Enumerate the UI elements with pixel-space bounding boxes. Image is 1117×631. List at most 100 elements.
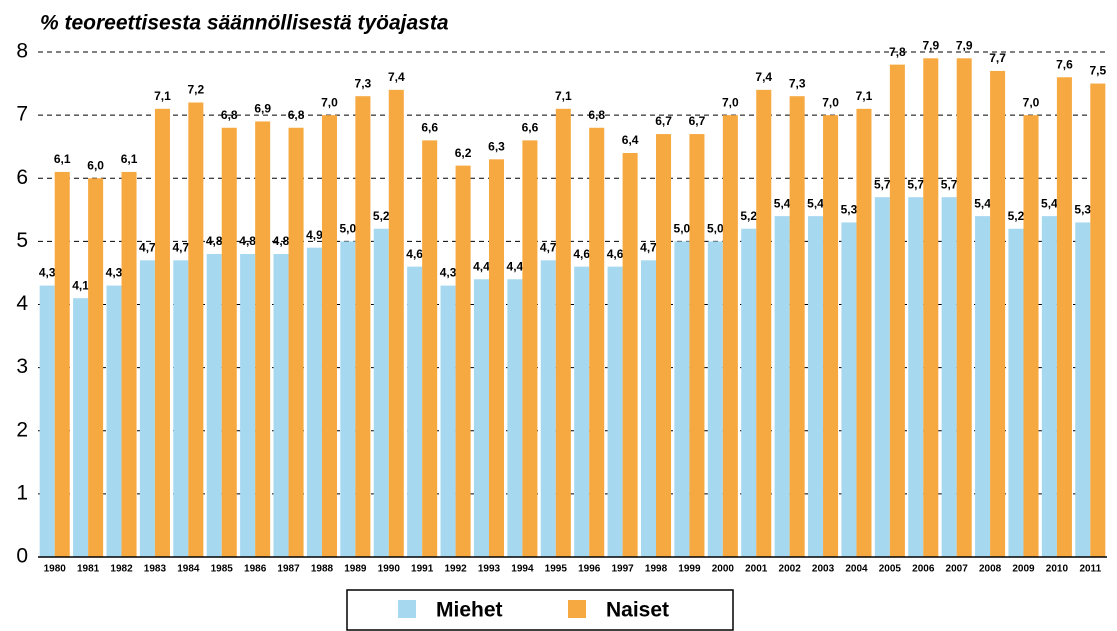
y-tick-label: 0	[16, 545, 28, 568]
data-label: 4,6	[573, 247, 590, 261]
bar	[923, 58, 939, 557]
bar	[206, 254, 222, 557]
bar	[574, 266, 590, 557]
bar	[841, 222, 857, 557]
data-label: 6,3	[488, 139, 505, 153]
bar	[1090, 83, 1106, 557]
bar	[674, 241, 690, 557]
x-tick-label: 2008	[979, 564, 1002, 575]
data-label: 4,3	[39, 266, 56, 280]
bar	[607, 266, 623, 557]
x-tick-label: 1987	[277, 564, 300, 575]
data-label: 7,9	[922, 38, 939, 52]
bar	[121, 171, 137, 557]
bar	[540, 260, 556, 557]
data-label: 5,2	[373, 209, 390, 223]
bar	[975, 216, 991, 557]
bar	[774, 216, 790, 557]
bar	[240, 254, 256, 557]
data-label: 4,1	[72, 278, 89, 292]
y-tick-label: 8	[16, 40, 28, 63]
bar	[1075, 222, 1091, 557]
data-label: 6,1	[121, 152, 138, 166]
data-label: 4,6	[607, 247, 624, 261]
data-label: 7,1	[154, 89, 171, 103]
bar	[789, 96, 805, 557]
bar	[522, 140, 538, 557]
x-tick-label: 2005	[879, 564, 902, 575]
data-label: 4,4	[507, 259, 524, 273]
legend-swatch	[568, 600, 586, 618]
data-label: 7,0	[822, 95, 839, 109]
bar	[173, 260, 189, 557]
x-tick-label: 2010	[1046, 564, 1069, 575]
data-label: 6,8	[288, 108, 305, 122]
bar	[941, 197, 957, 557]
bar	[756, 89, 772, 557]
bar	[656, 134, 672, 557]
x-tick-label: 1980	[44, 564, 67, 575]
x-tick-label: 2007	[946, 564, 969, 575]
data-label: 6,1	[54, 152, 71, 166]
data-label: 7,0	[722, 95, 739, 109]
bar	[139, 260, 155, 557]
data-label: 5,0	[339, 222, 356, 236]
x-tick-label: 1981	[77, 564, 100, 575]
x-tick-label: 1985	[211, 564, 234, 575]
legend-label: Naiset	[606, 599, 669, 622]
bar	[589, 127, 605, 557]
x-tick-label: 2001	[745, 564, 768, 575]
x-tick-label: 2011	[1079, 564, 1101, 575]
y-tick-label: 1	[16, 481, 28, 504]
data-label: 6,6	[421, 121, 438, 135]
bar	[874, 197, 890, 557]
data-label: 7,9	[956, 38, 973, 52]
bar	[488, 159, 505, 557]
data-label: 4,7	[139, 240, 156, 254]
x-tick-label: 1986	[244, 564, 267, 575]
bar	[88, 178, 104, 557]
x-tick-label: 1983	[144, 564, 167, 575]
bar	[422, 140, 438, 557]
data-label: 7,8	[889, 45, 906, 59]
bar	[340, 241, 356, 557]
data-label: 5,2	[740, 209, 757, 223]
data-label: 5,4	[774, 196, 791, 210]
data-label: 7,7	[989, 51, 1006, 65]
data-label: 5,4	[974, 196, 991, 210]
x-tick-label: 1988	[311, 564, 334, 575]
data-label: 5,2	[1008, 209, 1025, 223]
data-label: 4,7	[540, 240, 557, 254]
data-label: 7,3	[355, 76, 372, 90]
x-tick-label: 2002	[779, 564, 802, 575]
y-tick-label: 5	[16, 229, 28, 252]
bar	[908, 197, 924, 557]
bar	[473, 279, 489, 557]
bar	[373, 228, 389, 557]
data-label: 6,6	[522, 121, 539, 135]
bar	[1056, 77, 1072, 557]
bar	[106, 285, 122, 557]
x-tick-label: 1996	[578, 564, 601, 575]
data-label: 6,7	[689, 114, 706, 128]
data-label: 6,8	[221, 108, 238, 122]
data-label: 5,7	[941, 177, 958, 191]
data-label: 4,6	[406, 247, 423, 261]
x-tick-label: 1997	[611, 564, 634, 575]
data-label: 7,2	[188, 83, 205, 97]
bar	[255, 121, 271, 557]
data-label: 6,9	[254, 102, 271, 116]
x-tick-label: 1990	[378, 564, 401, 575]
data-label: 5,3	[1074, 203, 1091, 217]
data-label: 6,0	[87, 158, 104, 172]
data-label: 7,5	[1089, 64, 1106, 78]
x-tick-label: 2004	[845, 564, 868, 575]
x-tick-label: 1991	[411, 564, 434, 575]
x-tick-label: 1989	[344, 564, 367, 575]
data-label: 4,7	[640, 240, 657, 254]
bar	[388, 89, 404, 557]
legend-swatch	[398, 600, 416, 618]
bar	[73, 298, 89, 557]
bar	[1023, 115, 1039, 557]
